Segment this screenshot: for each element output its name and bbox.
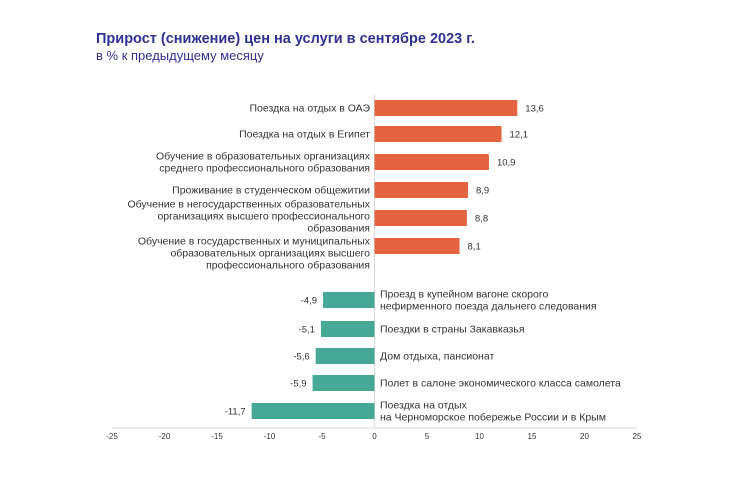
- category-label: образования: [307, 223, 370, 235]
- data-label: -5,1: [299, 325, 315, 336]
- category-label: Поездки в страны Закавказья: [380, 324, 525, 336]
- category-label: Проживание в студенческом общежитии: [172, 185, 370, 197]
- bar: [315, 348, 375, 364]
- bar: [374, 126, 502, 142]
- data-label: 8,1: [468, 242, 481, 253]
- category-label: Обучение в негосударственных образовател…: [127, 199, 370, 211]
- category-label: Полет в салоне экономического класса сам…: [380, 378, 621, 390]
- category-label: Поездка на отдых в ОАЭ: [249, 103, 370, 115]
- category-label: Обучение в образовательных организациях: [156, 151, 371, 163]
- category-label: организациях высшего профессионального: [157, 211, 370, 223]
- chart-title: Прирост (снижение) цен на услуги в сентя…: [96, 31, 475, 47]
- x-tick-label: 5: [425, 432, 430, 441]
- category-label: Проезд в купейном вагоне скорого: [380, 289, 548, 301]
- category-label: образовательных организациях высшего: [170, 248, 370, 260]
- x-tick-label: -10: [264, 432, 276, 441]
- bar: [251, 403, 375, 419]
- bar: [312, 375, 375, 391]
- bar: [374, 238, 460, 254]
- x-tick-label: -5: [318, 432, 326, 441]
- data-label: -5,6: [293, 352, 309, 363]
- x-tick-label: -15: [211, 432, 223, 441]
- category-label: Обучение в государственных и муниципальн…: [138, 236, 371, 248]
- category-label: Дом отдыха, пансионат: [380, 351, 494, 363]
- category-label: на Черноморское побережье России и в Кры…: [380, 412, 606, 424]
- data-label: 13,6: [525, 104, 544, 115]
- chart-subtitle: в % к предыдущему месяцу: [96, 48, 264, 63]
- data-label: 10,9: [497, 158, 516, 169]
- bar: [323, 292, 375, 308]
- bar: [374, 182, 468, 198]
- data-label: -5,9: [290, 379, 306, 390]
- category-label: нефирменного поезда дальнего следования: [380, 301, 597, 313]
- data-label: -11,7: [225, 407, 246, 418]
- bar: [374, 154, 489, 170]
- x-tick-label: 25: [633, 432, 642, 441]
- bar: [320, 321, 375, 337]
- x-tick-label: 15: [528, 432, 537, 441]
- data-label: 8,8: [475, 214, 488, 225]
- x-tick-label: -20: [159, 432, 171, 441]
- category-label: Поездка на отдых в Египет: [239, 129, 370, 141]
- category-label: профессионального образования: [206, 260, 370, 272]
- category-label: среднего профессионального образования: [159, 163, 370, 175]
- bar: [374, 210, 467, 226]
- bar: [374, 100, 518, 116]
- data-label: 12,1: [510, 130, 529, 141]
- x-tick-label: 20: [580, 432, 589, 441]
- x-tick-label: 0: [372, 432, 377, 441]
- x-tick-label: -25: [106, 432, 118, 441]
- data-label: -4,9: [301, 296, 317, 307]
- data-label: 8,9: [476, 186, 489, 197]
- category-label: Поездка на отдых: [380, 400, 468, 412]
- x-tick-label: 10: [475, 432, 484, 441]
